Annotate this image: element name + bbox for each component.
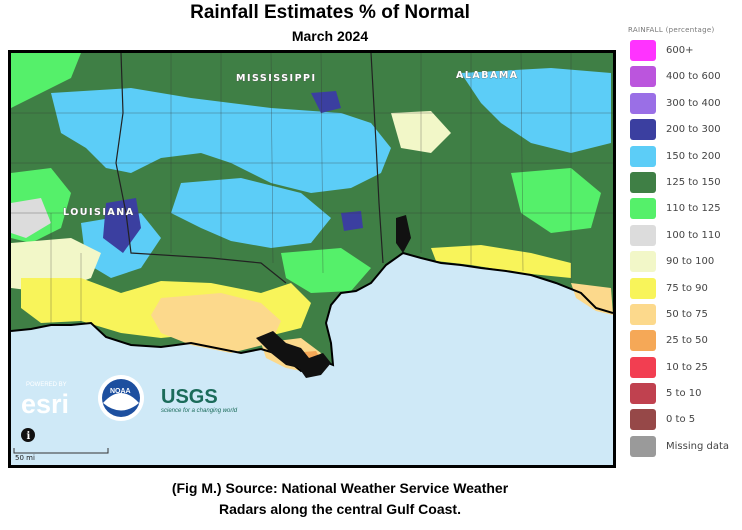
legend-swatch <box>630 171 656 193</box>
legend-item: 75 to 90 <box>628 276 740 302</box>
legend-item: 400 to 600 <box>628 64 740 90</box>
legend-label: 100 to 110 <box>666 229 721 241</box>
legend-item: 150 to 200 <box>628 144 740 170</box>
legend-label: Missing data <box>666 440 729 452</box>
la-ms-border <box>115 53 287 284</box>
noaa-logo: NOAA <box>98 375 144 421</box>
legend-item: 110 to 125 <box>628 196 740 222</box>
legend-label: 150 to 200 <box>666 150 721 162</box>
legend-item: 50 to 75 <box>628 302 740 328</box>
legend-swatch <box>630 356 656 378</box>
legend-label: 10 to 25 <box>666 361 708 373</box>
rain-band-200-300-c <box>341 211 363 231</box>
county-lines <box>11 53 613 323</box>
svg-text:USGS: USGS <box>161 386 218 408</box>
state-label-mississippi: MISSISSIPPI <box>236 73 317 84</box>
state-label-alabama: ALABAMA <box>456 70 519 81</box>
legend-item: 100 to 110 <box>628 223 740 249</box>
ms-al-border <box>370 53 384 264</box>
rain-band-110-125-east <box>511 168 601 233</box>
rain-band-150-200-east <box>461 68 611 153</box>
coastline <box>11 251 613 373</box>
chart-title: Rainfall Estimates % of Normal <box>190 2 470 23</box>
legend-label: 0 to 5 <box>666 414 696 426</box>
legend-swatch <box>630 435 656 457</box>
legend-label: 75 to 90 <box>666 282 708 294</box>
legend-swatch <box>630 277 656 299</box>
legend-title: RAINFALL (percentage) <box>628 26 715 34</box>
rain-band-200-300-b <box>311 91 341 113</box>
legend-swatch <box>630 383 656 405</box>
legend-label: 110 to 125 <box>666 203 721 215</box>
legend-label: 400 to 600 <box>666 71 721 83</box>
chart-subtitle: March 2024 <box>291 28 369 44</box>
legend-swatch <box>630 224 656 246</box>
rainfall-map[interactable]: MISSISSIPPI ALABAMA LOUISIANA POWERED BY… <box>8 50 616 468</box>
legend-item: 300 to 400 <box>628 91 740 117</box>
svg-text:POWERED BY: POWERED BY <box>26 382 67 388</box>
mobile-bay <box>396 215 411 253</box>
map-canvas: MISSISSIPPI ALABAMA LOUISIANA POWERED BY… <box>11 53 613 465</box>
svg-text:science for a changing world: science for a changing world <box>161 408 238 414</box>
legend-item: 90 to 100 <box>628 249 740 275</box>
info-icon[interactable]: i <box>21 428 35 442</box>
legend: RAINFALL (percentage) 600+ 400 to 600 300 … <box>628 26 740 460</box>
rain-band-110-125-south <box>281 248 371 293</box>
legend-item: 200 to 300 <box>628 117 740 143</box>
figure-caption: (Fig M.) Source: National Weather Servic… <box>0 478 680 520</box>
legend-swatch <box>630 40 656 61</box>
legend-swatch <box>630 251 656 273</box>
legend-items: 600+ 400 to 600 300 to 400 200 to 300 150 to… <box>628 38 740 460</box>
legend-label: 200 to 300 <box>666 124 721 136</box>
legend-label: 50 to 75 <box>666 308 708 320</box>
legend-swatch <box>630 145 656 167</box>
legend-swatch <box>630 303 656 325</box>
legend-label: 5 to 10 <box>666 388 702 400</box>
legend-item: 5 to 10 <box>628 381 740 407</box>
rain-band-50-75 <box>151 293 281 353</box>
rain-band-100-110 <box>11 198 51 238</box>
svg-text:50 mi: 50 mi <box>15 454 35 462</box>
legend-label: 90 to 100 <box>666 256 715 268</box>
rain-band-75-90-east <box>431 245 571 278</box>
svg-text:esri: esri <box>21 389 69 419</box>
esri-logo: POWERED BY esri <box>21 382 69 419</box>
legend-item: 0 to 5 <box>628 407 740 433</box>
legend-swatch <box>630 119 656 141</box>
legend-label: 125 to 150 <box>666 176 721 188</box>
usgs-logo: USGS science for a changing world <box>161 386 238 414</box>
legend-swatch <box>630 198 656 220</box>
legend-swatch <box>630 92 656 114</box>
rain-band-200-300-a <box>103 198 141 253</box>
caption-line-2: Radars along the central Gulf Coast. <box>219 501 461 517</box>
legend-swatch <box>630 409 656 431</box>
legend-label: 300 to 400 <box>666 97 721 109</box>
legend-item: Missing data <box>628 434 740 460</box>
rain-band-110-125 <box>11 53 81 108</box>
legend-label: 25 to 50 <box>666 335 708 347</box>
state-label-louisiana: LOUISIANA <box>63 207 135 218</box>
legend-item: 10 to 25 <box>628 355 740 381</box>
caption-line-1: (Fig M.) Source: National Weather Servic… <box>171 480 509 496</box>
legend-label: 600+ <box>666 45 694 56</box>
legend-item: 25 to 50 <box>628 328 740 354</box>
svg-text:NOAA: NOAA <box>110 388 131 395</box>
legend-item: 125 to 150 <box>628 170 740 196</box>
svg-text:i: i <box>27 431 31 442</box>
scale-bar: 50 mi <box>13 448 109 462</box>
legend-swatch <box>630 66 656 88</box>
rain-band-50-75-east <box>571 283 613 315</box>
mississippi-delta <box>256 331 331 378</box>
legend-item: 600+ <box>628 38 740 64</box>
legend-swatch <box>630 330 656 352</box>
